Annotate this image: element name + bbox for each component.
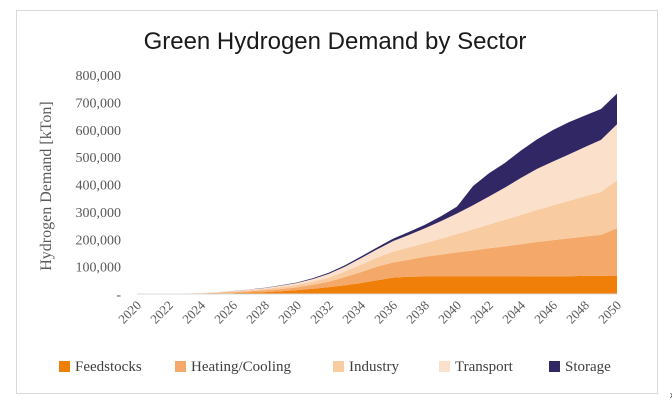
area-heating-cooling [137,228,617,294]
x-tick-label: 2044 [499,297,528,326]
plot-areas [137,93,617,295]
legend: Feedstocks Heating/Cooling Industry Transpo… [59,359,611,375]
corner-note: xx [670,390,672,400]
legend-swatch [549,361,560,372]
y-tick-label: 600,000 [76,124,122,139]
y-tick-label: 200,000 [76,233,122,248]
y-axis-ticks: - 100,000 200,000 300,000 400,000 500,000 600,… [76,69,122,303]
legend-label: Storage [565,359,611,375]
y-tick-label: 400,000 [76,179,122,194]
legend-item-industry: Industry [333,359,399,375]
x-tick-label: 2048 [563,298,592,327]
legend-swatch [333,361,344,372]
legend-label: Industry [349,359,399,375]
legend-label: Transport [455,359,514,375]
x-tick-label: 2022 [147,298,176,327]
legend-label: Feedstocks [75,359,142,375]
legend-item-storage: Storage [549,359,611,375]
x-tick-label: 2026 [211,297,240,326]
x-tick-label: 2038 [403,298,432,327]
legend-swatch [439,361,450,372]
y-tick-label: 100,000 [76,261,122,276]
x-tick-label: 2036 [371,297,400,326]
chart-frame: Green Hydrogen Demand by Sector - 100,000… [16,10,672,400]
area-transport [137,124,617,294]
x-tick-label: 2024 [179,297,208,326]
y-tick-label: 800,000 [76,69,122,84]
legend-item-feedstocks: Feedstocks [59,359,142,375]
legend-label: Heating/Cooling [191,359,291,375]
y-tick-label: 300,000 [76,206,122,221]
y-tick-label: 700,000 [76,96,122,111]
y-axis-label: Hydrogen Demand [kTon] [38,101,55,271]
x-tick-label: 2034 [339,297,368,326]
x-axis-ticks: 2020 2022 2024 2026 2028 2030 2032 2034 2036 2038… [115,297,624,326]
legend-swatch [59,361,70,372]
area-industry [137,180,617,294]
y-tick-label: 500,000 [76,151,122,166]
y-tick-label: - [116,288,121,303]
chart-svg: Green Hydrogen Demand by Sector - 100,000… [38,28,624,375]
x-tick-label: 2050 [595,298,624,327]
x-tick-label: 2030 [275,298,304,327]
x-tick-label: 2046 [531,297,560,326]
x-tick-label: 2028 [243,298,272,327]
area-feedstocks [137,275,617,294]
legend-swatch [175,361,186,372]
legend-item-heating-cooling: Heating/Cooling [175,359,291,375]
x-tick-label: 2032 [307,298,336,327]
x-tick-label: 2040 [435,298,464,327]
chart-title: Green Hydrogen Demand by Sector [144,28,527,55]
legend-item-transport: Transport [439,359,514,375]
x-tick-label: 2042 [467,298,496,327]
